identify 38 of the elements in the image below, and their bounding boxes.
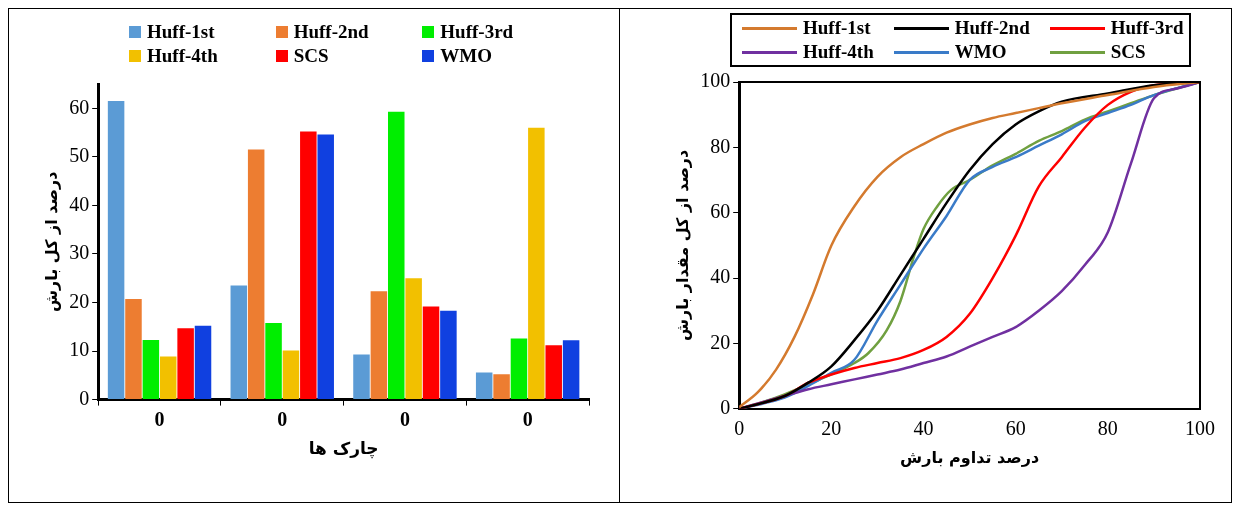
legend-label: SCS	[1110, 41, 1146, 63]
legend-label: Huff-4th	[803, 41, 874, 63]
y-tick-label: 100	[700, 69, 731, 92]
x-tick-label: 20	[821, 417, 842, 440]
x-tick-label: 0	[734, 417, 745, 440]
x-tick-label: 40	[913, 417, 934, 440]
legend-label: Huff-1st	[147, 21, 215, 43]
x-tick-label: 0	[399, 407, 410, 430]
y-tick-label: 60	[710, 199, 731, 222]
x-axis-title: چارک ها	[308, 438, 379, 460]
x-tick-label: 80	[1097, 417, 1118, 440]
legend-label: Huff-3rd	[440, 21, 514, 43]
legend-label: Huff-4th	[147, 45, 218, 67]
y-tick-label: 0	[79, 386, 90, 409]
x-tick-label: 60	[1005, 417, 1026, 440]
y-tick-label: 10	[69, 338, 90, 361]
legend-label: SCS	[293, 45, 329, 67]
x-tick-label: 0	[277, 407, 288, 430]
legend-label: WMO	[440, 45, 493, 67]
y-tick-label: 60	[69, 95, 90, 118]
y-axis-title: درصد از کل مقدار بارش	[672, 149, 692, 342]
y-tick-label: 20	[710, 330, 731, 353]
y-tick-label: 80	[710, 134, 731, 157]
y-tick-label: 40	[69, 192, 90, 215]
x-axis-title: درصد تداوم بارش	[900, 447, 1040, 467]
x-tick-label: 100	[1185, 417, 1215, 440]
legend-label: Huff-3rd	[1110, 17, 1184, 39]
x-tick-label: 0	[522, 407, 533, 430]
legend-label: Huff-1st	[803, 17, 871, 39]
y-tick-label: 30	[69, 241, 90, 264]
y-tick-label: 40	[710, 265, 731, 288]
legend-label: Huff-2nd	[293, 21, 369, 43]
y-tick-label: 20	[69, 289, 90, 312]
legend-label: Huff-2nd	[954, 17, 1030, 39]
legend-label: WMO	[954, 41, 1007, 63]
y-axis-title: درصد از کل بارش	[41, 171, 61, 313]
x-tick-label: 0	[154, 407, 165, 430]
y-tick-label: 50	[69, 144, 90, 167]
